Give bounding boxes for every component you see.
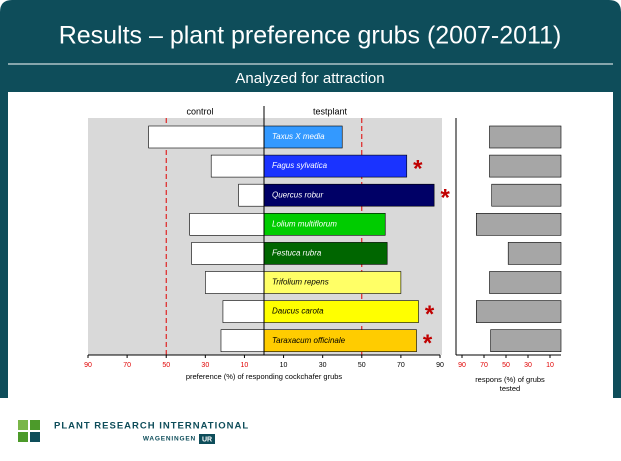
x-tick-label: 50 xyxy=(502,362,510,369)
category-label: Taxus X media xyxy=(272,132,325,141)
control-bar xyxy=(210,154,265,178)
x-axis-label: respons (%) of grubs xyxy=(475,375,545,384)
control-bar xyxy=(220,329,265,353)
significance-marker: * xyxy=(440,185,450,212)
control-bar xyxy=(205,271,265,294)
x-tick-label: 50 xyxy=(358,362,366,369)
x-tick-label: 30 xyxy=(319,362,327,369)
control-bar xyxy=(191,242,265,265)
slide-title: Results – plant preference grubs (2007-2… xyxy=(59,22,562,50)
x-tick-label: 90 xyxy=(84,362,92,369)
response-bar xyxy=(475,213,562,236)
slide-subtitle: Analyzed for attraction xyxy=(235,70,384,87)
response-bar xyxy=(489,125,562,149)
significance-marker: * xyxy=(423,330,433,357)
logo-badge-text: UR xyxy=(202,436,212,443)
x-tick-label: 30 xyxy=(524,362,532,369)
response-bar xyxy=(475,300,562,323)
control-bar xyxy=(148,125,265,149)
x-tick-label: 90 xyxy=(436,362,444,369)
logo-badge xyxy=(199,434,215,444)
x-tick-label: 70 xyxy=(397,362,405,369)
response-bar xyxy=(489,271,562,294)
x-axis-label: tested xyxy=(500,384,520,393)
category-label: Taraxacum officinale xyxy=(272,336,346,345)
logo-square xyxy=(18,420,28,430)
x-tick-label: 90 xyxy=(458,362,466,369)
x-tick-label: 70 xyxy=(123,362,131,369)
x-axis-label: preference (%) of responding cockchafer … xyxy=(186,372,343,381)
x-tick-label: 70 xyxy=(480,362,488,369)
category-label: Trifolium repens xyxy=(272,278,329,287)
x-tick-label: 30 xyxy=(201,362,209,369)
x-tick-label: 10 xyxy=(546,362,554,369)
series-header: control xyxy=(186,106,213,116)
control-bar xyxy=(189,213,265,236)
control-bar xyxy=(238,183,265,207)
category-label: Quercus robur xyxy=(272,190,323,199)
x-tick-label: 10 xyxy=(241,362,249,369)
logo-square xyxy=(18,432,28,442)
category-label: Fagus sylvatica xyxy=(272,161,328,170)
category-label: Lolium multiflorum xyxy=(272,219,337,228)
category-label: Festuca rubra xyxy=(272,249,322,258)
significance-marker: * xyxy=(413,155,423,182)
logo-org: PLANT RESEARCH INTERNATIONAL xyxy=(54,421,249,432)
x-tick-label: 50 xyxy=(162,362,170,369)
series-header: testplant xyxy=(313,106,348,116)
significance-marker: * xyxy=(425,301,435,328)
response-bar xyxy=(489,154,562,178)
logo: PLANT RESEARCH INTERNATIONAL WAGENINGEN … xyxy=(18,420,249,444)
response-bar xyxy=(507,242,562,265)
logo-square xyxy=(30,432,40,442)
response-bar xyxy=(491,183,562,207)
logo-sub: WAGENINGEN xyxy=(143,436,196,443)
logo-square xyxy=(30,420,40,430)
x-tick-label: 10 xyxy=(280,362,288,369)
category-label: Daucus carota xyxy=(272,307,324,316)
control-bar xyxy=(222,300,265,323)
response-bar xyxy=(490,329,562,353)
frame xyxy=(0,0,621,398)
